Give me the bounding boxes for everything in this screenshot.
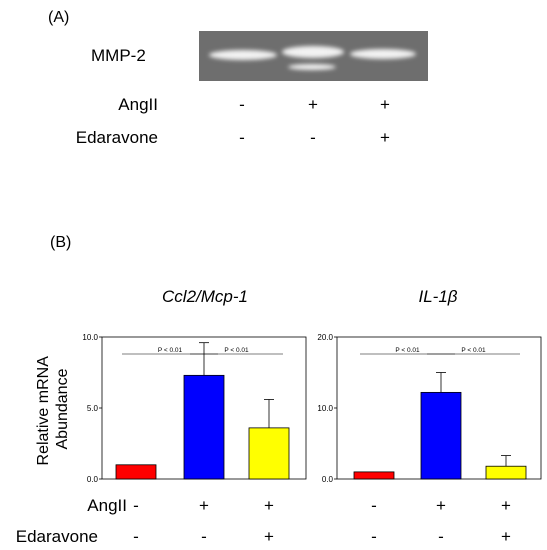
y-axis-label: Relative mRNA Abundance [35,353,71,466]
significance-label: P < 0.01 [395,347,420,354]
bar-1 [115,464,157,480]
panel-b-edaravone-sign-5: - [438,527,444,546]
bar-3 [485,465,527,480]
significance-label: P < 0.01 [224,347,249,354]
chart-il1b: 0.0 10.0 20.0 P < 0.01 P < 0.01 [317,333,542,484]
chart-2-title: IL-1β [418,287,457,306]
y-tick-label: 10.0 [82,333,98,342]
panel-b-angii-sign-2: + [199,496,209,515]
panel-b-angii-sign-1: - [133,496,139,515]
panel-a-angii-sign-3: + [380,95,390,114]
panel-b-angii-label: AngII [87,496,127,515]
bar-3 [248,427,290,480]
blot-band-lane-3 [350,49,416,59]
panel-a-angii-sign-1: - [239,95,245,114]
bar-2 [420,391,462,480]
y-tick-label: 0.0 [322,475,334,484]
panel-b-edaravone-sign-4: - [371,527,377,546]
western-blot [199,31,428,81]
chart-ccl2: 0.0 5.0 10.0 P < 0.01 P < 0.01 [82,333,307,484]
panel-a-label: (A) [48,9,69,26]
panel-a-edaravone-label: Edaravone [76,128,158,147]
y-tick-label: 10.0 [317,404,333,413]
panel-a-edaravone-sign-2: - [310,128,316,147]
bar-2 [183,374,225,480]
panel-b-angii-sign-4: - [371,496,377,515]
panel-b-edaravone-sign-2: - [201,527,207,546]
blot-band-lane-2-lower [288,64,336,70]
y-tick-label: 5.0 [87,404,99,413]
y-tick-label: 20.0 [317,333,333,342]
blot-label: MMP-2 [91,46,146,65]
bar-1 [353,471,395,480]
panel-b-angii-sign-3: + [264,496,274,515]
panel-b-edaravone-sign-6: + [501,527,511,546]
y-tick-label: 0.0 [87,475,99,484]
panel-a-angii-sign-2: + [308,95,318,114]
panel-a-edaravone-sign-1: - [239,128,245,147]
panel-a-angii-label: AngII [118,95,158,114]
panel-b-angii-sign-5: + [436,496,446,515]
blot-band-lane-1 [209,50,277,60]
panel-a-edaravone-sign-3: + [380,128,390,147]
panel-b-edaravone-label: Edaravone [16,527,98,546]
chart-1-title: Ccl2/Mcp-1 [162,287,248,306]
panel-b-label: (B) [50,234,71,251]
blot-band-lane-2-upper [282,46,344,58]
significance-label: P < 0.01 [158,347,183,354]
panel-b-edaravone-sign-1: - [133,527,139,546]
panel-b-angii-sign-6: + [501,496,511,515]
panel-b-edaravone-sign-3: + [264,527,274,546]
significance-label: P < 0.01 [461,347,486,354]
